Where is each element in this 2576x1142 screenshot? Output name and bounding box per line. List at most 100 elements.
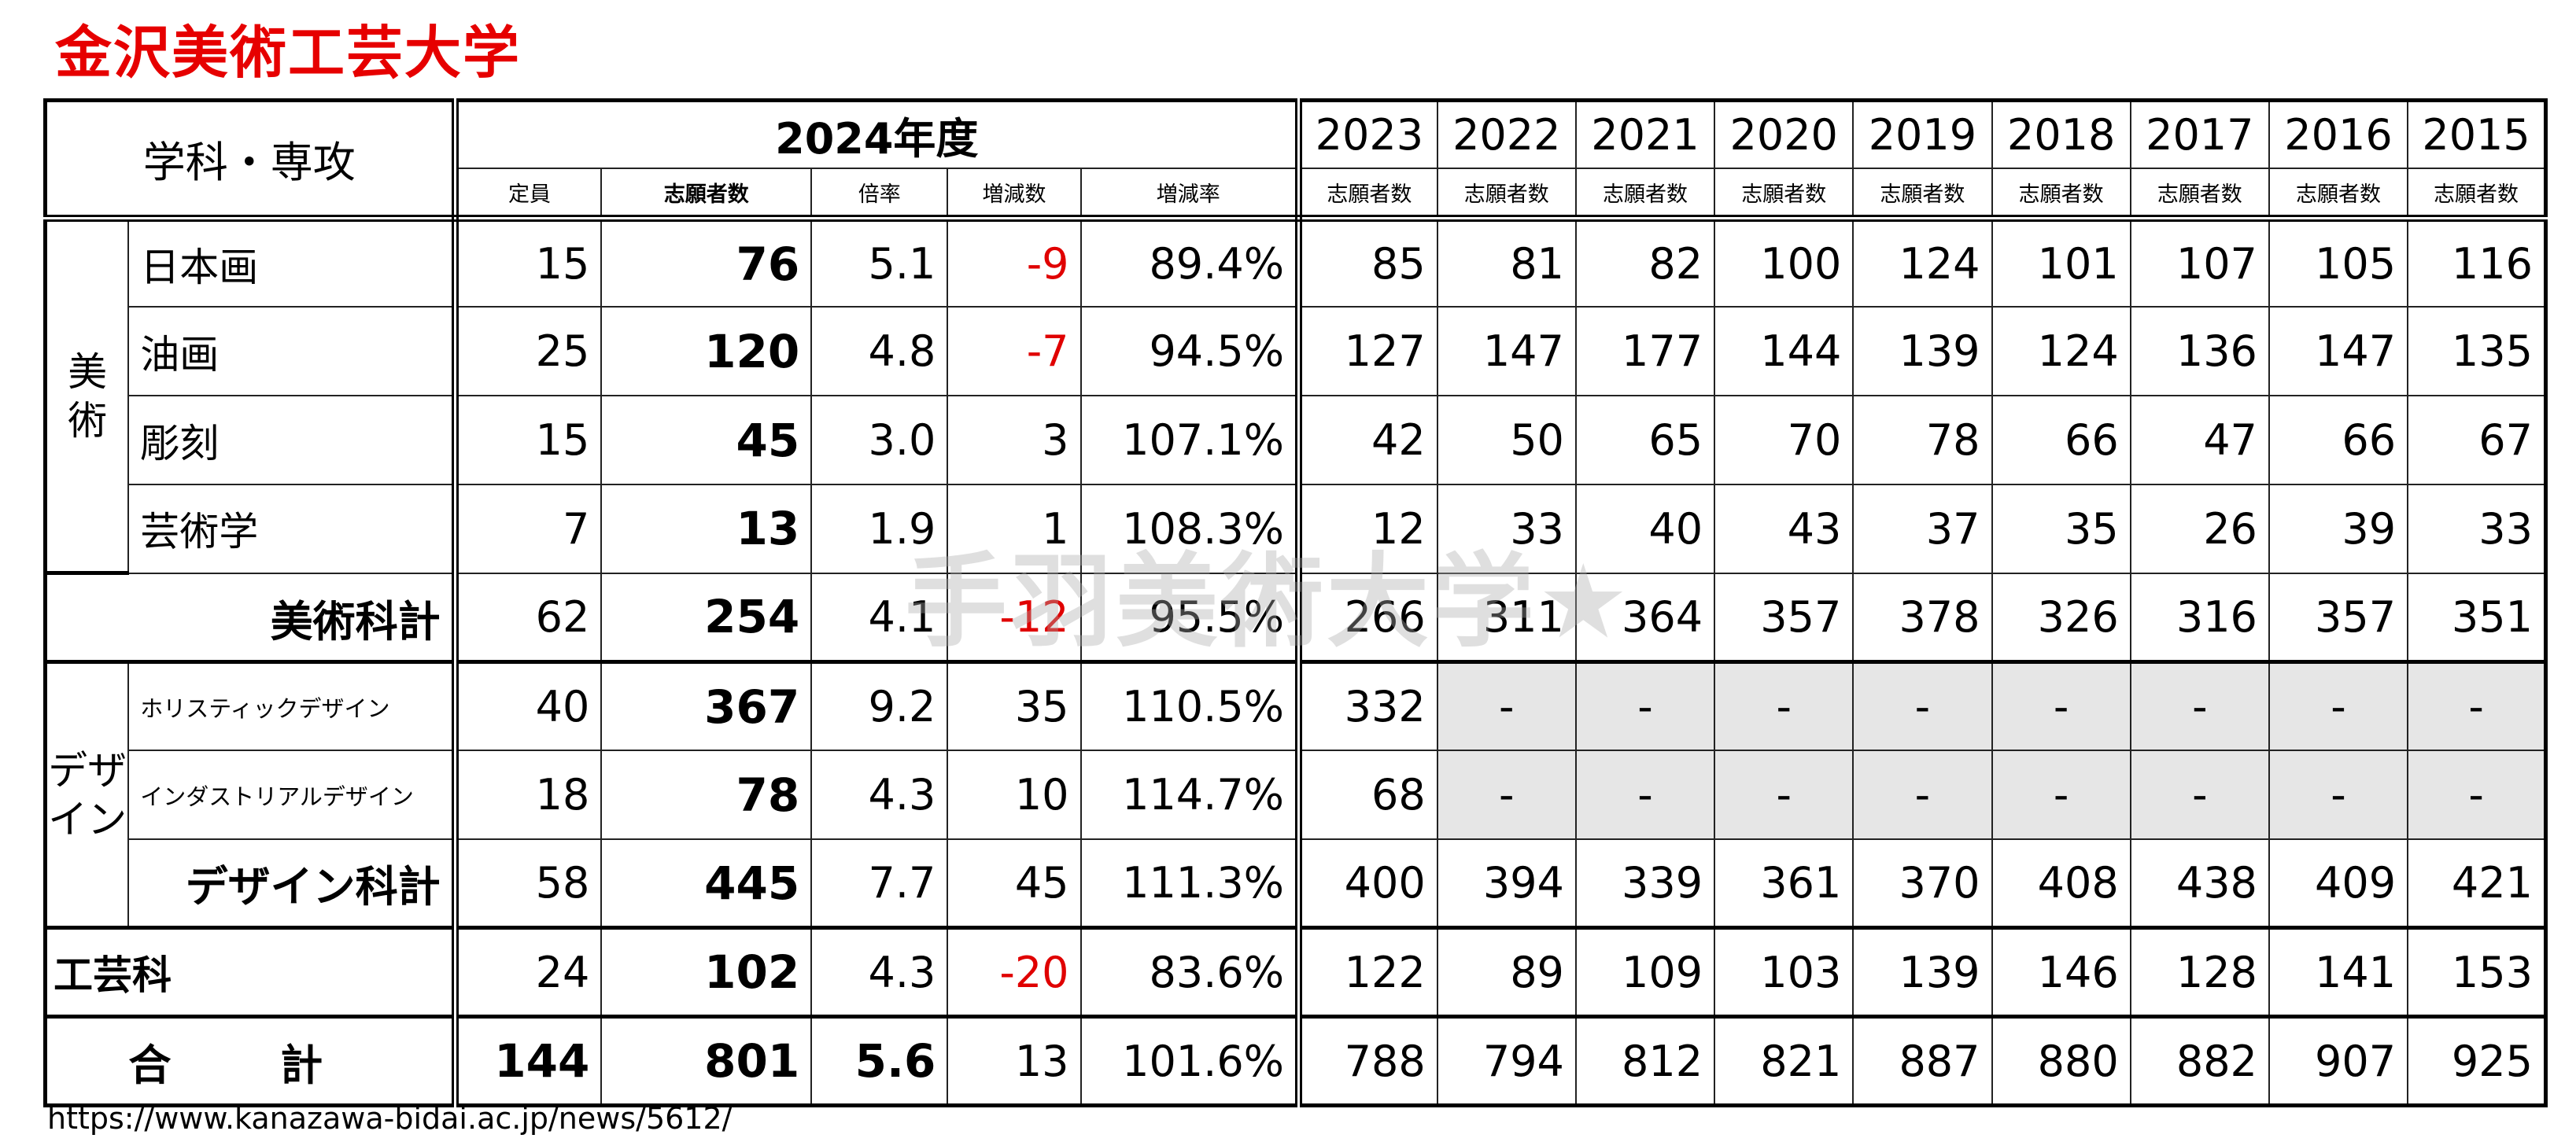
applicants-2019: 139 <box>1852 306 1993 397</box>
change-rate: 107.1% <box>1079 395 1302 485</box>
applicants-2019: 37 <box>1852 483 1993 574</box>
applicants-2023: 400 <box>1297 838 1438 929</box>
subheader-applicants-2015: 志願者数 <box>2407 168 2547 223</box>
dept-name: 油画 <box>127 306 459 397</box>
applicants-2022: 33 <box>1436 483 1577 574</box>
change-rate: 83.6% <box>1079 926 1302 1018</box>
total-label: 合 計 <box>44 1015 459 1107</box>
capacity: 62 <box>454 572 603 665</box>
subtotal-label: デザイン科計 <box>127 838 459 929</box>
applicants-2021: - <box>1574 660 1716 752</box>
applicants-2021: 339 <box>1574 838 1716 929</box>
change-rate: 95.5% <box>1079 572 1302 665</box>
subheader-applicants-2023: 志願者数 <box>1297 168 1438 223</box>
change-rate: 114.7% <box>1079 750 1302 841</box>
applicants-2019: 370 <box>1852 838 1993 929</box>
dept-header: 学科・専攻 <box>44 99 459 223</box>
applicants-2019: 78 <box>1852 395 1993 485</box>
applicants-2024: 120 <box>600 306 813 397</box>
applicants-2015: 925 <box>2407 1015 2547 1107</box>
applicants-2023: 266 <box>1297 572 1438 665</box>
capacity: 144 <box>454 1015 603 1107</box>
dept-name: 工芸科 <box>44 926 459 1018</box>
change-rate: 94.5% <box>1079 306 1302 397</box>
applicants-2017: 26 <box>2129 483 2270 574</box>
applicants-2016: 66 <box>2268 395 2409 485</box>
applicants-2018: - <box>1991 660 2131 752</box>
applicants-2018: 101 <box>1991 217 2131 308</box>
applicants-2024: 76 <box>600 217 813 308</box>
subheader-row: 定員 志願者数 倍率 増減数 増減率 志願者数 志願者数 志願者数 志願者数 志願者数 志願者数 志願… <box>46 168 2547 223</box>
table-row: 芸術学 7 13 1.9 1 108.3% 12 33 40 43 37 35 26 39 33 <box>46 483 2547 574</box>
applicants-2017: - <box>2129 750 2270 841</box>
applicants-2020: 821 <box>1714 1015 1854 1107</box>
applicants-2022: 50 <box>1436 395 1577 485</box>
capacity: 40 <box>454 660 603 752</box>
applicants-2021: 65 <box>1574 395 1716 485</box>
header-row: 学科・専攻 2024年度 2023 2022 2021 2020 2019 2018 2017 2… <box>44 99 2547 223</box>
ratio: 5.6 <box>810 1015 949 1107</box>
applicants-2024: 45 <box>600 395 813 485</box>
table-row: デザ イン ホリスティックデザイン 40 367 9.2 35 110.5% 332- - - - -… <box>44 660 2547 929</box>
applicants-2024: 13 <box>600 483 813 574</box>
subheader-2024-2: 倍率 <box>810 168 949 223</box>
applicants-2017: 136 <box>2129 306 2270 397</box>
table-row: 美 術日本画 15 76 5.1 -9 89.4% 85 81 82 100 124 101 107 10… <box>44 217 2547 576</box>
applicants-2015: 135 <box>2407 306 2547 397</box>
source-url: https://www.kanazawa-bidai.ac.jp/news/56… <box>47 1101 733 1136</box>
change-count: 45 <box>947 838 1082 929</box>
applicants-2016: 141 <box>2268 926 2409 1018</box>
change-rate: 111.3% <box>1079 838 1302 929</box>
year-header-2015: 2015 <box>2407 99 2547 170</box>
applicants-2024: 367 <box>600 660 813 752</box>
applicants-2018: 880 <box>1991 1015 2131 1107</box>
table-row: 彫刻 15 45 3.0 3 107.1% 42 50 65 70 78 66 47 66 67 <box>46 395 2547 485</box>
subheader-applicants-2020: 志願者数 <box>1714 168 1854 223</box>
applicants-2022: 147 <box>1436 306 1577 397</box>
applicants-2017: 316 <box>2129 572 2270 665</box>
capacity: 18 <box>454 750 603 841</box>
applicants-2015: - <box>2407 750 2547 841</box>
change-count: -7 <box>947 306 1082 397</box>
capacity: 7 <box>454 483 603 574</box>
applicants-2015: 116 <box>2407 217 2547 308</box>
year-header-2017: 2017 <box>2129 99 2270 170</box>
applicants-2022: 311 <box>1436 572 1577 665</box>
applicants-2018: 35 <box>1991 483 2131 574</box>
applicants-2023: 127 <box>1297 306 1438 397</box>
page-title: 金沢美術工芸大学 <box>55 20 522 86</box>
dept-name: 彫刻 <box>127 395 459 485</box>
applicants-2022: 81 <box>1436 217 1577 308</box>
subheader-applicants-2021: 志願者数 <box>1574 168 1716 223</box>
applicants-2016: 147 <box>2268 306 2409 397</box>
change-count: 3 <box>947 395 1082 485</box>
capacity: 25 <box>454 306 603 397</box>
applicants-2022: 394 <box>1436 838 1577 929</box>
ratio: 4.8 <box>810 306 949 397</box>
change-count: -12 <box>947 572 1082 665</box>
applicants-2024: 102 <box>600 926 813 1018</box>
group-art: 美 術 <box>44 217 130 576</box>
applicants-2022: 794 <box>1436 1015 1577 1107</box>
applicants-2017: 47 <box>2129 395 2270 485</box>
applicants-2024: 801 <box>600 1015 813 1107</box>
applicants-2015: 421 <box>2407 838 2547 929</box>
applicants-2019: - <box>1852 750 1993 841</box>
table-row: インダストリアルデザイン 18 78 4.3 10 114.7% 68- - - - - - - - <box>46 750 2547 841</box>
applicants-2021: 364 <box>1574 572 1716 665</box>
year-header-2021: 2021 <box>1574 99 1716 170</box>
applicants-2020: - <box>1714 660 1854 752</box>
applicants-2020: 43 <box>1714 483 1854 574</box>
applicants-2017: 882 <box>2129 1015 2270 1107</box>
applicants-2018: 66 <box>1991 395 2131 485</box>
change-count: -9 <box>947 217 1082 308</box>
applicants-2015: 351 <box>2407 572 2547 665</box>
applicants-2024: 78 <box>600 750 813 841</box>
applicants-2017: 128 <box>2129 926 2270 1018</box>
applicants-2019: 139 <box>1852 926 1993 1018</box>
table-row: 油画 25 120 4.8 -7 94.5% 127 147 177 144 139 124 136 14… <box>46 306 2547 397</box>
change-count: 13 <box>947 1015 1082 1107</box>
applicants-2018: 326 <box>1991 572 2131 665</box>
applicants-2023: 12 <box>1297 483 1438 574</box>
applicants-2019: 378 <box>1852 572 1993 665</box>
